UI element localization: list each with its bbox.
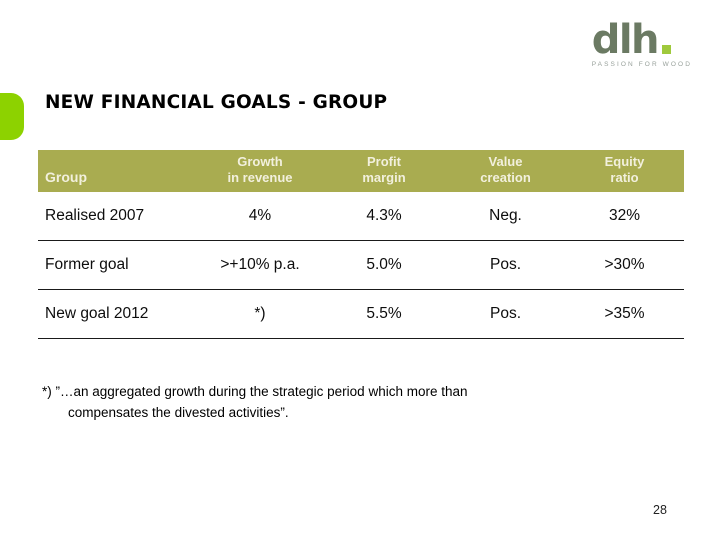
table-row-former-goal: Former goal >+10% p.a. 5.0% Pos. >30% — [38, 241, 684, 290]
table-row-realised-2007: Realised 2007 4% 4.3% Neg. 32% — [38, 192, 684, 241]
column-header-label: Group — [45, 169, 87, 186]
logo-dot-icon — [662, 44, 672, 54]
column-header-growth-in-revenue: Growth in revenue — [198, 150, 322, 192]
cell-group: New goal 2012 — [45, 305, 149, 322]
column-header-line2: in revenue — [227, 170, 293, 186]
column-header-line2: ratio — [610, 170, 639, 186]
footnote-line2: compensates the divested activities”. — [68, 404, 289, 420]
cell-growth-in-revenue: >+10% p.a. — [220, 256, 300, 273]
cell-group: Realised 2007 — [45, 207, 145, 224]
table-row-new-goal-2012: New goal 2012 *) 5.5% Pos. >35% — [38, 290, 684, 339]
dlh-logo: dlh PASSION FOR WOOD — [591, 17, 692, 68]
column-header-line1: Profit — [367, 153, 401, 169]
cell-growth-in-revenue: *) — [254, 305, 266, 322]
cell-value-creation: Pos. — [489, 256, 521, 273]
green-accent-tab — [0, 93, 24, 140]
logo-wordmark: dlh — [591, 17, 660, 63]
logo-row: dlh — [591, 17, 692, 63]
column-header-line1: Growth — [237, 153, 283, 169]
column-header-group: Group — [38, 150, 198, 192]
cell-equity-ratio: >35% — [604, 305, 645, 322]
financial-goals-table: Group Growth in revenue Profit margin Va… — [38, 150, 684, 339]
cell-profit-margin: 4.3% — [366, 207, 402, 224]
footnote-line1: *) ”…an aggregated growth during the str… — [42, 384, 468, 399]
column-header-profit-margin: Profit margin — [322, 150, 446, 192]
column-header-value-creation: Value creation — [446, 150, 565, 192]
cell-value-creation: Neg. — [489, 207, 522, 224]
slide-title: NEW FINANCIAL GOALS - GROUP — [45, 92, 388, 113]
column-header-equity-ratio: Equity ratio — [565, 150, 684, 192]
cell-equity-ratio: >30% — [604, 256, 645, 273]
cell-profit-margin: 5.0% — [366, 256, 402, 273]
table-header-row: Group Growth in revenue Profit margin Va… — [38, 150, 684, 192]
cell-value-creation: Pos. — [489, 305, 521, 322]
column-header-line2: margin — [362, 170, 406, 186]
column-header-line1: Value — [488, 153, 523, 169]
page-number: 28 — [653, 503, 667, 517]
cell-growth-in-revenue: 4% — [248, 207, 272, 224]
cell-equity-ratio: 32% — [608, 207, 641, 224]
footnote: *) ”…an aggregated growth during the str… — [42, 382, 652, 424]
cell-profit-margin: 5.5% — [366, 305, 402, 322]
logo-tagline: PASSION FOR WOOD — [591, 60, 692, 68]
cell-group: Former goal — [45, 256, 129, 273]
column-header-line1: Equity — [604, 153, 645, 169]
column-header-line2: creation — [480, 170, 531, 186]
